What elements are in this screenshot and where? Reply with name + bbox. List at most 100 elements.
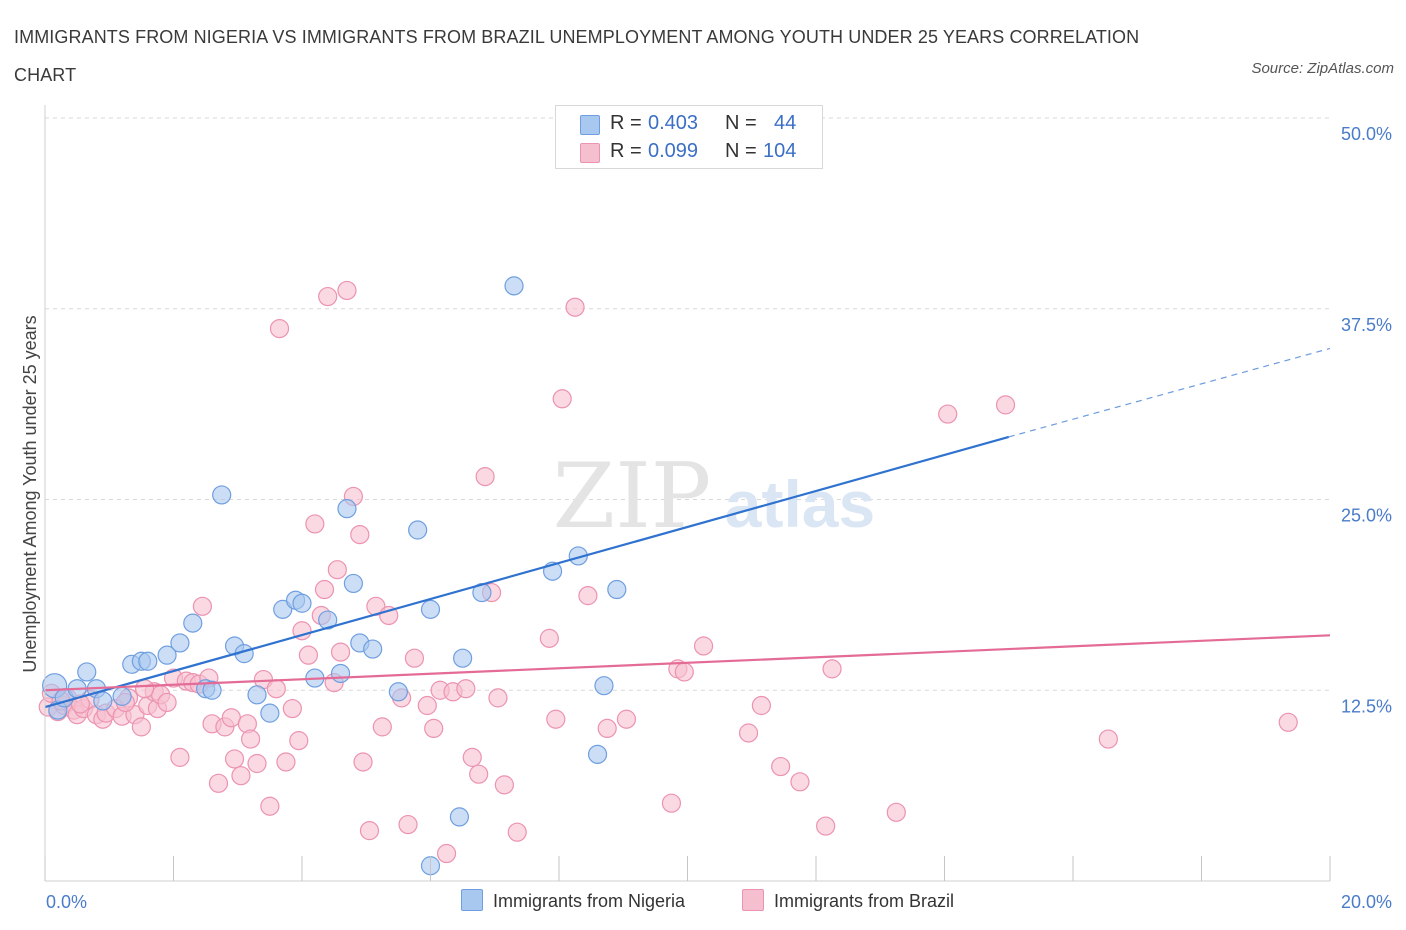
legend-n-value: 44 — [774, 112, 797, 134]
brazil-point — [350, 524, 370, 545]
axes: 12.5% 25.0% 37.5% 50.0% 0.0% 20.0% — [44, 105, 1392, 912]
brazil-point — [674, 662, 694, 682]
nigeria-point — [93, 691, 113, 711]
brazil-point — [224, 749, 245, 769]
legend-r-value: 0.403 — [648, 112, 699, 134]
brazil-point — [318, 286, 338, 307]
brazil-point — [424, 718, 444, 739]
brazil-points — [38, 280, 1298, 864]
legend-r-value: 0.099 — [648, 140, 699, 162]
brazil-point — [790, 772, 810, 792]
nigeria-point — [607, 579, 627, 600]
brazil-point — [456, 679, 476, 699]
nigeria-point — [343, 573, 363, 594]
brazil-point — [751, 695, 771, 716]
nigeria-point — [408, 520, 428, 540]
nigeria-point — [112, 686, 132, 706]
nigeria-point — [260, 703, 280, 723]
brazil-point — [276, 752, 296, 772]
brazil-point — [359, 821, 380, 841]
legend-n-value: 104 — [763, 140, 797, 162]
brazil-point — [578, 586, 598, 606]
brazil-point — [305, 514, 325, 534]
brazil-point — [192, 596, 213, 616]
brazil-point — [398, 814, 418, 835]
brazil-point — [995, 395, 1016, 415]
bottom-legend-brazil: Immigrants from Brazil — [742, 889, 954, 912]
brazil-point — [260, 796, 280, 816]
legend-r-label: R = — [610, 140, 642, 162]
brazil-point — [282, 698, 302, 719]
nigeria-point — [157, 645, 177, 665]
nigeria-point — [504, 276, 524, 296]
watermark-zip: ZIP — [553, 444, 712, 549]
brazil-point — [822, 659, 842, 679]
brazil-point — [289, 731, 309, 751]
brazil-point — [771, 756, 791, 777]
legend-n-label: N = — [725, 140, 757, 162]
brazil-trend-line — [44, 634, 1331, 692]
bottom-legend-nigeria: Immigrants from Nigeria — [461, 889, 685, 912]
brazil-point — [488, 688, 508, 708]
nigeria-point — [247, 685, 267, 705]
nigeria-point — [449, 807, 470, 827]
bottom-legend-label-brazil: Immigrants from Brazil — [774, 891, 955, 911]
nigeria-point — [453, 648, 473, 668]
nigeria-point — [587, 744, 608, 764]
brazil-point — [661, 793, 682, 813]
brazil-point — [131, 717, 151, 737]
y-tick-label: 50.0% — [1341, 124, 1392, 144]
nigeria-point — [292, 593, 312, 613]
bottom-legend-swatch-brazil — [742, 889, 764, 911]
nigeria-point — [594, 676, 614, 696]
brazil-point — [565, 297, 585, 317]
legend-swatch-nigeria — [580, 115, 600, 135]
nigeria-point — [420, 599, 441, 619]
legend-swatch-brazil — [580, 143, 600, 163]
watermark-atlas: atlas — [725, 467, 875, 541]
brazil-point — [170, 747, 190, 767]
brazil-point — [330, 642, 351, 662]
brazil-point — [436, 843, 457, 864]
y-tick-label: 37.5% — [1341, 315, 1392, 335]
nigeria-point — [202, 680, 222, 700]
nigeria-point — [77, 662, 97, 682]
brazil-point — [157, 692, 177, 713]
brazil-point — [134, 679, 155, 699]
brazil-point — [208, 773, 229, 793]
brazil-point — [738, 723, 759, 743]
nigeria-trend-extension — [1008, 347, 1331, 438]
nigeria-point — [330, 663, 351, 684]
nigeria-point — [388, 682, 408, 702]
brazil-point — [231, 766, 251, 786]
y-tick-label: 12.5% — [1341, 696, 1392, 716]
brazil-point — [475, 467, 495, 487]
brazil-point — [241, 729, 261, 749]
brazil-point — [616, 709, 637, 729]
brazil-point — [507, 822, 527, 842]
brazil-point — [886, 802, 906, 822]
brazil-point — [404, 648, 425, 668]
brazil-point — [816, 816, 836, 836]
brazil-point — [494, 775, 514, 795]
nigeria-point — [363, 639, 383, 659]
brazil-point — [266, 679, 286, 699]
brazil-point — [938, 404, 958, 424]
brazil-point — [462, 747, 482, 767]
brazil-point — [1098, 729, 1118, 749]
nigeria-point — [337, 499, 357, 519]
bottom-legend-swatch-nigeria — [461, 889, 483, 911]
legend: R = 0.403 N = 44 R = 0.099 N = 104 — [555, 105, 823, 169]
y-axis-label: Unemployment Among Youth under 25 years — [20, 315, 40, 672]
brazil-point — [417, 695, 437, 716]
brazil-point — [546, 709, 566, 729]
grid — [45, 117, 1330, 691]
brazil-point — [552, 389, 572, 409]
source-label: Source: ZipAtlas.com — [1251, 60, 1394, 77]
brazil-point — [298, 645, 319, 665]
chart-title: IMMIGRANTS FROM NIGERIA VS IMMIGRANTS FR… — [14, 27, 1140, 85]
legend-r-label: R = — [610, 112, 642, 134]
nigeria-point — [183, 613, 203, 633]
brazil-point — [327, 560, 347, 580]
